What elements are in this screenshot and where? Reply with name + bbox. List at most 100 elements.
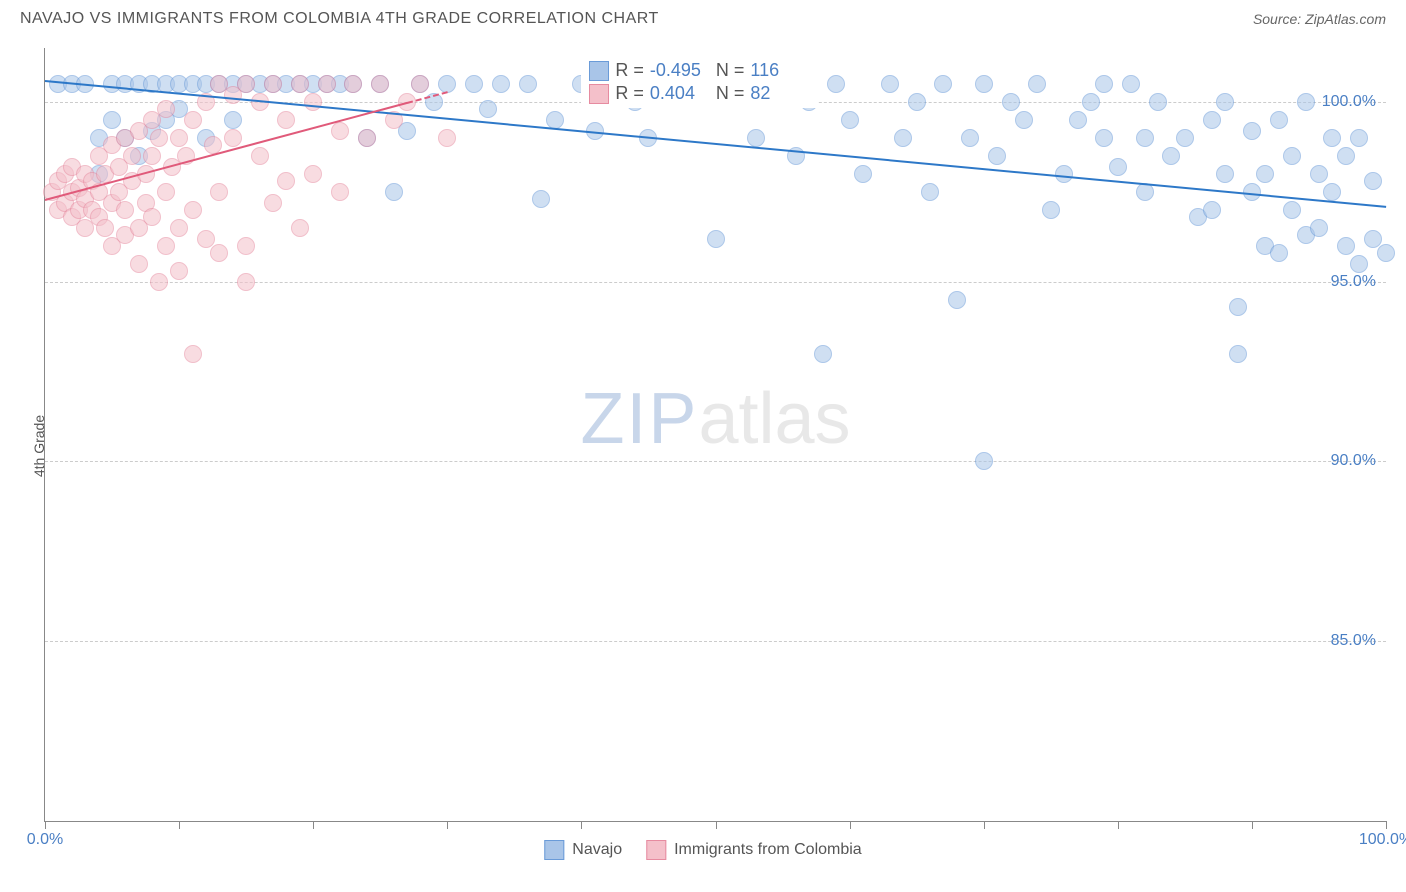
data-point (438, 75, 456, 93)
data-point (237, 273, 255, 291)
data-point (96, 219, 114, 237)
x-tick (850, 821, 851, 829)
x-tick-label: 0.0% (27, 831, 63, 849)
data-point (1109, 158, 1127, 176)
data-point (1203, 201, 1221, 219)
data-point (1176, 129, 1194, 147)
x-tick-label: 100.0% (1359, 831, 1406, 849)
data-point (827, 75, 845, 93)
data-point (1069, 111, 1087, 129)
data-point (277, 111, 295, 129)
gridline (45, 461, 1386, 462)
r-value: -0.495 (650, 60, 710, 81)
data-point (1095, 129, 1113, 147)
data-point (814, 345, 832, 363)
data-point (331, 122, 349, 140)
data-point (1323, 129, 1341, 147)
data-point (170, 219, 188, 237)
data-point (921, 183, 939, 201)
x-tick (1252, 821, 1253, 829)
data-point (881, 75, 899, 93)
data-point (304, 93, 322, 111)
watermark: ZIPatlas (580, 378, 850, 460)
data-point (184, 201, 202, 219)
data-point (277, 172, 295, 190)
data-point (123, 147, 141, 165)
data-point (1015, 111, 1033, 129)
data-point (1162, 147, 1180, 165)
data-point (1002, 93, 1020, 111)
data-point (1377, 244, 1395, 262)
r-value: 0.404 (650, 83, 710, 104)
data-point (908, 93, 926, 111)
x-tick (984, 821, 985, 829)
stat-row: R =-0.495N =116 (589, 60, 810, 81)
data-point (1042, 201, 1060, 219)
data-point (438, 129, 456, 147)
data-point (130, 255, 148, 273)
data-point (532, 190, 550, 208)
x-tick (447, 821, 448, 829)
legend-item: Navajo (544, 840, 622, 860)
data-point (331, 183, 349, 201)
data-point (1122, 75, 1140, 93)
data-point (1310, 219, 1328, 237)
data-point (291, 219, 309, 237)
data-point (975, 75, 993, 93)
data-point (1203, 111, 1221, 129)
data-point (934, 75, 952, 93)
data-point (546, 111, 564, 129)
legend: Navajo Immigrants from Colombia (544, 840, 861, 860)
data-point (304, 165, 322, 183)
data-point (150, 129, 168, 147)
stats-box: R =-0.495N =116R =0.404N =82 (581, 56, 818, 108)
y-tick-label: 95.0% (1331, 273, 1376, 291)
data-point (1095, 75, 1113, 93)
n-value: 116 (750, 60, 810, 81)
data-point (1270, 244, 1288, 262)
data-point (479, 100, 497, 118)
x-tick (313, 821, 314, 829)
data-point (854, 165, 872, 183)
data-point (210, 244, 228, 262)
data-point (841, 111, 859, 129)
legend-label: Immigrants from Colombia (674, 841, 862, 859)
data-point (157, 183, 175, 201)
data-point (1256, 165, 1274, 183)
data-point (385, 183, 403, 201)
data-point (1364, 230, 1382, 248)
data-point (358, 129, 376, 147)
data-point (157, 237, 175, 255)
data-point (318, 75, 336, 93)
data-point (264, 75, 282, 93)
x-tick (581, 821, 582, 829)
data-point (988, 147, 1006, 165)
data-point (224, 111, 242, 129)
data-point (1310, 165, 1328, 183)
data-point (1283, 147, 1301, 165)
data-point (103, 111, 121, 129)
data-point (1229, 345, 1247, 363)
data-point (116, 201, 134, 219)
chart-plot-area: ZIPatlas 85.0%90.0%95.0%100.0%0.0%100.0%… (44, 48, 1386, 822)
legend-item: Immigrants from Colombia (646, 840, 862, 860)
data-point (1337, 237, 1355, 255)
data-point (1149, 93, 1167, 111)
legend-label: Navajo (572, 841, 622, 859)
source-label: Source: ZipAtlas.com (1253, 11, 1386, 27)
data-point (894, 129, 912, 147)
legend-swatch (646, 840, 666, 860)
data-point (1270, 111, 1288, 129)
data-point (224, 129, 242, 147)
legend-swatch (544, 840, 564, 860)
data-point (150, 273, 168, 291)
data-point (1028, 75, 1046, 93)
y-tick-label: 85.0% (1331, 632, 1376, 650)
header: NAVAJO VS IMMIGRANTS FROM COLOMBIA 4TH G… (0, 0, 1406, 36)
series-swatch (589, 61, 609, 81)
data-point (975, 452, 993, 470)
data-point (1216, 93, 1234, 111)
data-point (170, 129, 188, 147)
data-point (251, 147, 269, 165)
data-point (961, 129, 979, 147)
